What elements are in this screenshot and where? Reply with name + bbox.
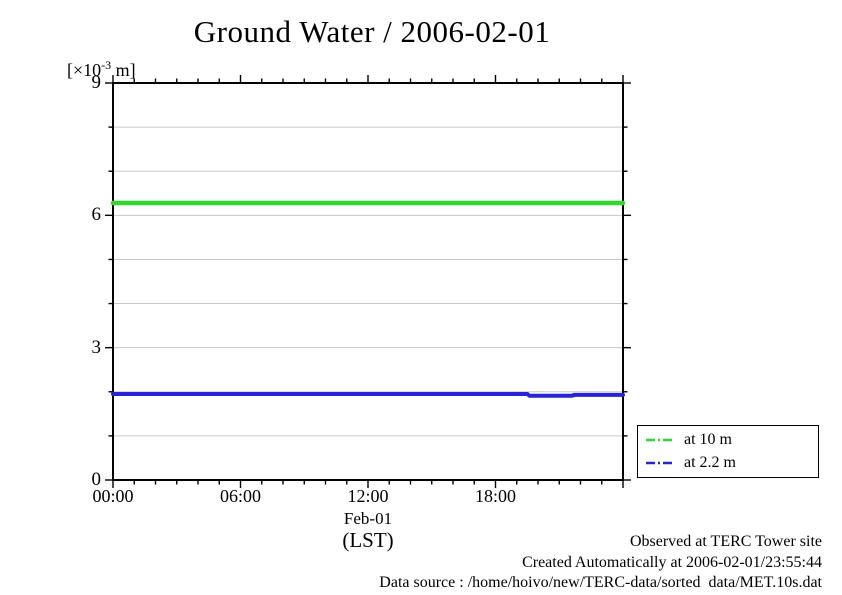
x-axis-date-label: Feb-01 <box>343 509 393 528</box>
legend-line-sample-icon <box>646 438 676 441</box>
legend-entry: at 2.2 m <box>638 454 818 472</box>
y-tick-label: 9 <box>91 72 102 93</box>
legend-line-sample-icon <box>646 462 676 465</box>
plot-border <box>112 82 624 481</box>
y-unit-exponent: -3 <box>101 58 112 72</box>
y-unit-suffix: m] <box>111 60 136 80</box>
series-line-at-2.2-m <box>111 391 625 398</box>
x-axis-timezone-label: (LST) <box>342 528 394 552</box>
y-tick-label: 6 <box>91 204 102 226</box>
legend: at 10 m at 2.2 m <box>637 425 819 478</box>
x-tick-label: 00:00 <box>92 486 134 506</box>
footer-datasource-note: Data source : /home/hoivo/new/TERC-data/… <box>379 574 822 591</box>
y-unit-prefix: [×10 <box>67 60 102 80</box>
legend-entry-label: at 10 m <box>684 430 732 448</box>
legend-entry: at 10 m <box>638 431 818 449</box>
y-tick-label: 3 <box>91 336 102 358</box>
y-axis-unit-label: [×10-3 m] <box>67 58 136 81</box>
x-tick-label: 18:00 <box>474 486 516 506</box>
x-tick-label: 06:00 <box>219 486 261 506</box>
legend-entry-label: at 2.2 m <box>684 454 736 472</box>
chart-title: Ground Water / 2006-02-01 <box>193 14 551 49</box>
footer-observed-note: Observed at TERC Tower site <box>629 533 822 550</box>
footer-annotations: Observed at TERC Tower site Created Auto… <box>379 532 822 594</box>
footer-created-note: Created Automatically at 2006-02-01/23:5… <box>522 553 822 571</box>
y-tick-label: 0 <box>91 469 102 490</box>
x-tick-label: 12:00 <box>347 486 389 506</box>
